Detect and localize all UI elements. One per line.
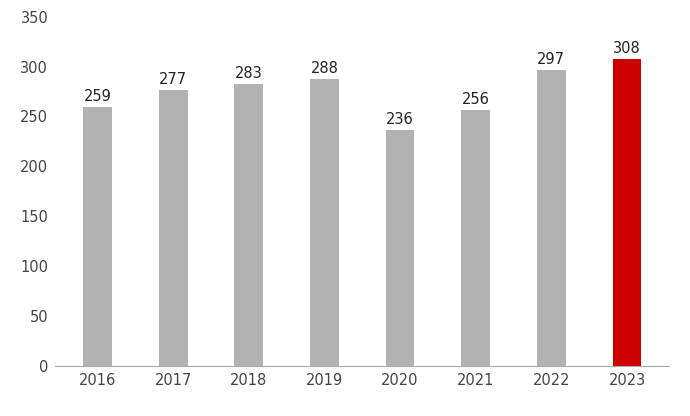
Bar xyxy=(386,131,415,366)
Text: 256: 256 xyxy=(462,92,490,107)
Text: 277: 277 xyxy=(159,72,187,87)
Bar xyxy=(462,111,490,366)
Text: 283: 283 xyxy=(235,66,263,81)
Text: 288: 288 xyxy=(310,61,338,76)
Text: 259: 259 xyxy=(83,89,111,104)
Text: 236: 236 xyxy=(386,112,414,127)
Bar xyxy=(310,79,339,366)
Text: 308: 308 xyxy=(613,41,641,56)
Bar xyxy=(83,107,112,366)
Bar xyxy=(613,59,642,366)
Bar xyxy=(235,84,263,366)
Bar xyxy=(537,69,566,366)
Text: 297: 297 xyxy=(538,52,565,67)
Bar xyxy=(159,89,188,366)
